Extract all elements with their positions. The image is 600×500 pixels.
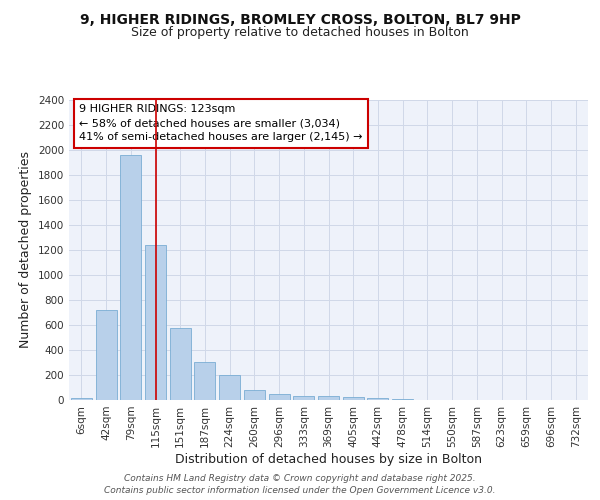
Bar [71,398,92,400]
Bar [145,245,166,400]
Y-axis label: Number of detached properties: Number of detached properties [19,152,32,348]
Bar [170,328,191,400]
Text: Size of property relative to detached houses in Bolton: Size of property relative to detached ho… [131,26,469,39]
Bar [318,396,339,400]
Bar [343,396,364,400]
Bar [293,396,314,400]
Bar [120,155,141,400]
Bar [367,398,388,400]
Bar [219,375,240,400]
Bar [244,390,265,400]
Text: 9, HIGHER RIDINGS, BROMLEY CROSS, BOLTON, BL7 9HP: 9, HIGHER RIDINGS, BROMLEY CROSS, BOLTON… [80,12,520,26]
Bar [269,394,290,400]
Text: Contains HM Land Registry data © Crown copyright and database right 2025.
Contai: Contains HM Land Registry data © Crown c… [104,474,496,495]
Bar [392,399,413,400]
Bar [95,310,116,400]
X-axis label: Distribution of detached houses by size in Bolton: Distribution of detached houses by size … [175,452,482,466]
Text: 9 HIGHER RIDINGS: 123sqm
← 58% of detached houses are smaller (3,034)
41% of sem: 9 HIGHER RIDINGS: 123sqm ← 58% of detach… [79,104,363,142]
Bar [194,362,215,400]
